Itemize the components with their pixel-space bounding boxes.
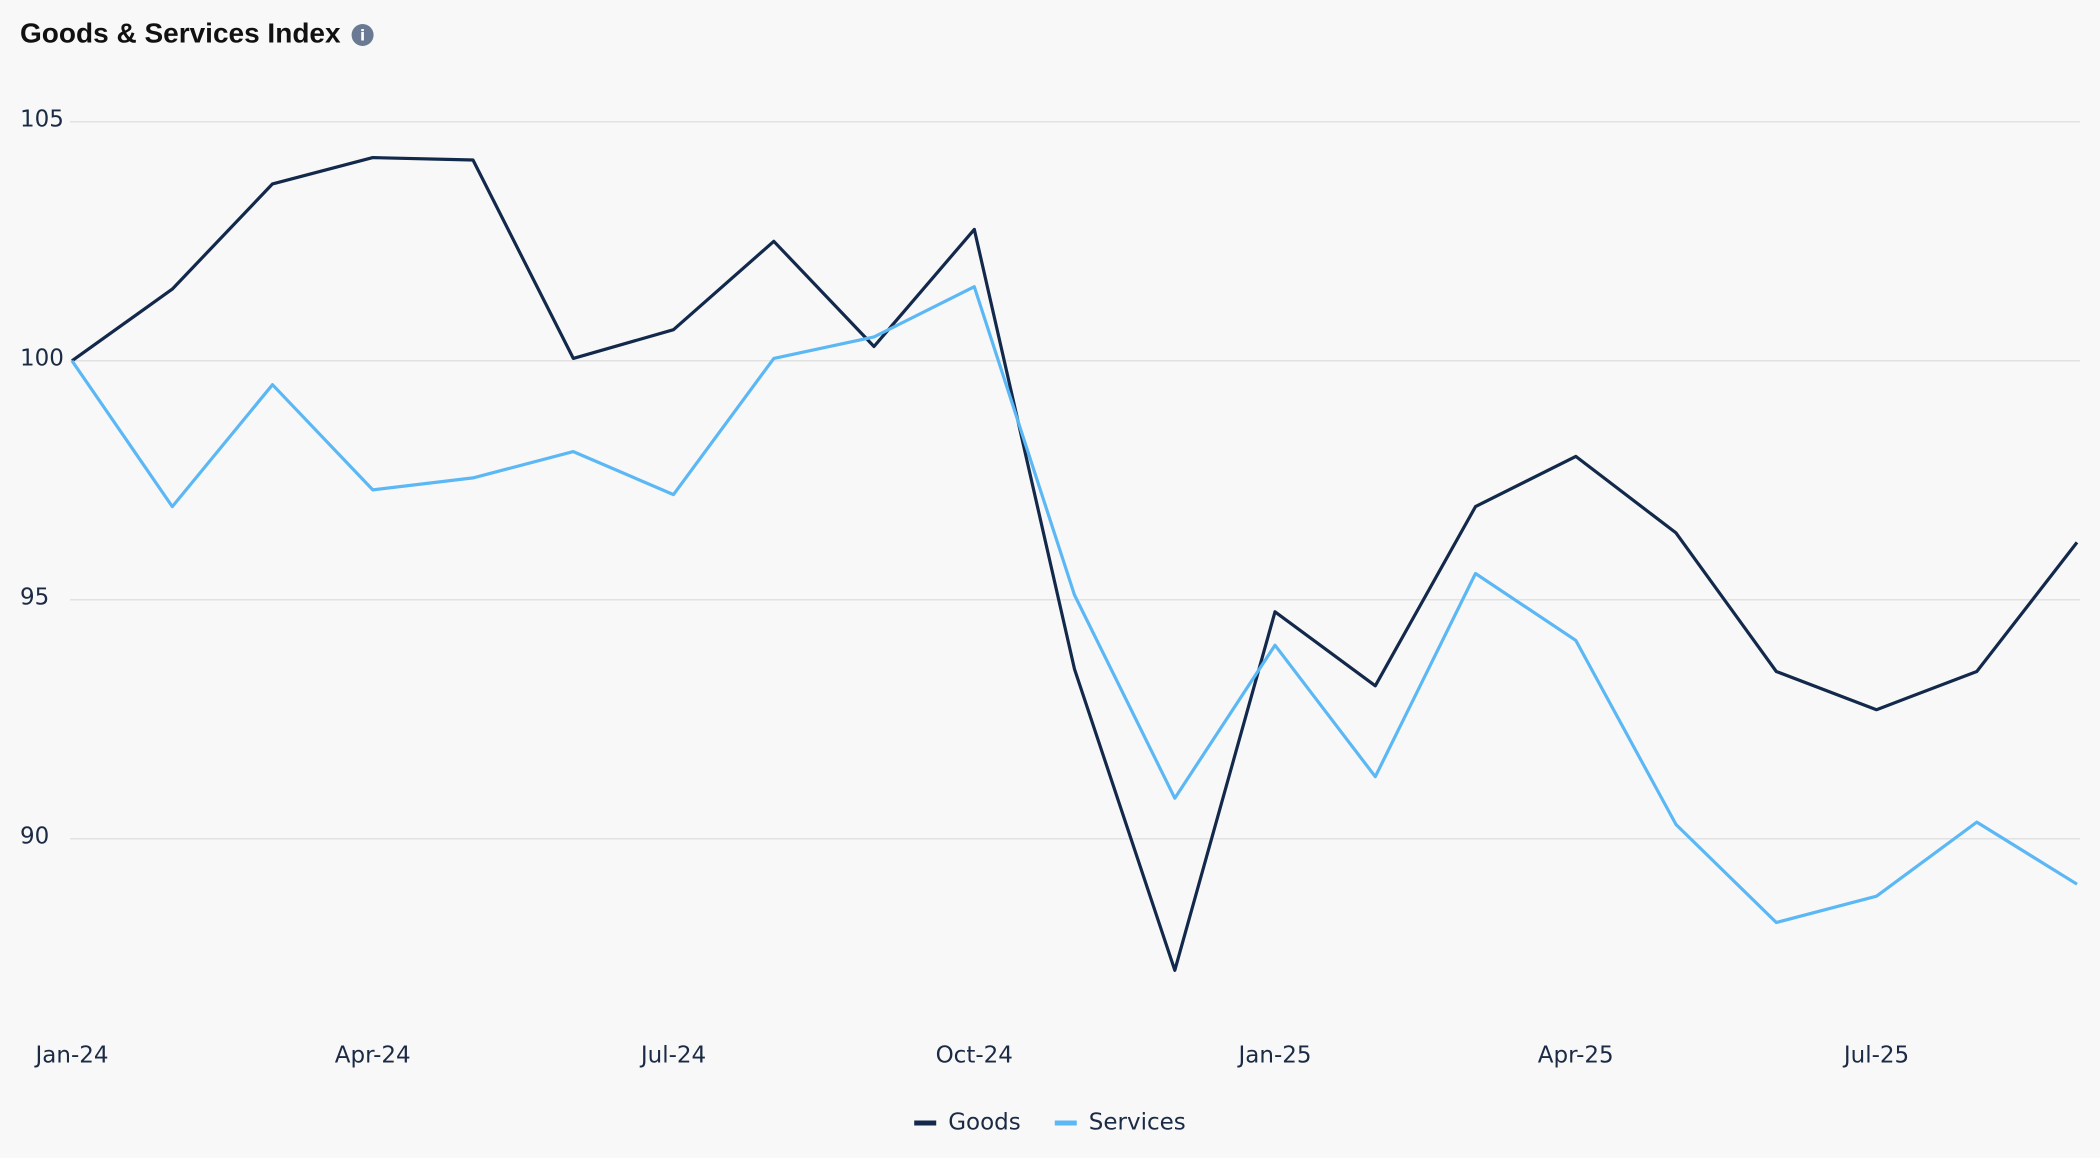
y-tick-label: 90 — [20, 823, 49, 849]
x-tick-label: Jul-25 — [1842, 1043, 1909, 1069]
info-circle[interactable] — [351, 24, 374, 46]
legend-label: Goods — [948, 1110, 1021, 1136]
x-tick-label: Apr-24 — [335, 1043, 411, 1069]
x-tick-label: Apr-25 — [1538, 1043, 1614, 1069]
y-tick-label: 100 — [20, 345, 64, 371]
line-series — [70, 285, 2078, 925]
info-glyph[interactable]: i — [360, 27, 365, 45]
chart-title: Goods & Services Index — [20, 17, 341, 48]
info-icon[interactable]: i — [351, 24, 374, 46]
legend-label: Services — [1089, 1110, 1186, 1136]
x-tick-label: Jan-24 — [33, 1043, 108, 1069]
x-tick-label: Jul-24 — [639, 1043, 706, 1069]
y-tick-label: 95 — [20, 584, 49, 610]
y-tick-label: 105 — [20, 106, 64, 132]
x-tick-label: Jan-25 — [1236, 1043, 1311, 1069]
x-tick-label: Oct-24 — [936, 1043, 1013, 1069]
line-series — [71, 156, 2079, 972]
